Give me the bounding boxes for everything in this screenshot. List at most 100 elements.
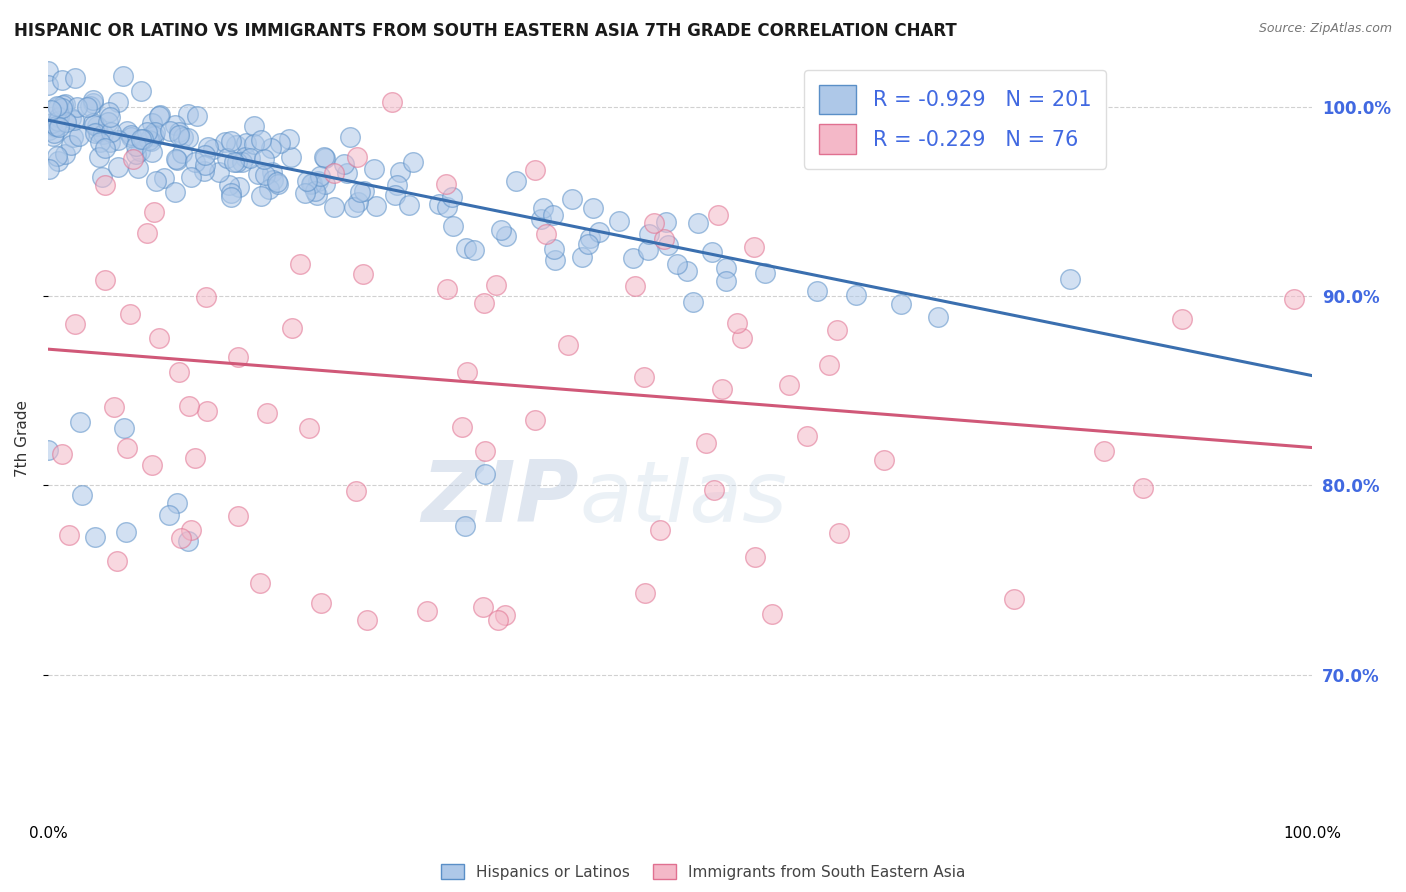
Point xyxy=(484,278,506,293)
Point xyxy=(534,227,557,241)
Point xyxy=(336,166,359,180)
Point xyxy=(153,171,176,186)
Point xyxy=(84,126,107,140)
Point xyxy=(471,599,494,614)
Point xyxy=(41,115,63,129)
Point xyxy=(44,120,66,134)
Point xyxy=(353,184,375,198)
Point xyxy=(474,467,496,481)
Point xyxy=(250,133,273,147)
Point xyxy=(657,237,679,252)
Point xyxy=(474,444,496,458)
Point xyxy=(560,192,582,206)
Point xyxy=(48,110,70,124)
Point xyxy=(46,148,69,162)
Point xyxy=(253,168,276,182)
Point xyxy=(557,338,579,352)
Point xyxy=(94,141,117,155)
Point xyxy=(228,180,250,194)
Point xyxy=(281,320,304,334)
Point xyxy=(177,399,200,413)
Point xyxy=(107,132,129,146)
Point xyxy=(87,150,110,164)
Point xyxy=(129,132,152,146)
Point xyxy=(352,267,374,281)
Point xyxy=(45,119,67,133)
Point xyxy=(299,177,322,191)
Point xyxy=(301,177,323,191)
Point xyxy=(170,532,193,546)
Point xyxy=(257,182,280,196)
Point xyxy=(221,190,243,204)
Point xyxy=(242,136,264,151)
Point xyxy=(184,154,207,169)
Point xyxy=(309,169,332,184)
Point xyxy=(1002,592,1025,607)
Point xyxy=(311,597,333,611)
Point xyxy=(76,100,98,114)
Point xyxy=(167,128,190,143)
Point xyxy=(262,172,284,186)
Point xyxy=(166,153,188,167)
Point xyxy=(228,508,250,523)
Point xyxy=(84,530,107,544)
Point xyxy=(37,64,59,78)
Point xyxy=(37,443,59,458)
Point xyxy=(127,161,149,176)
Point xyxy=(817,358,839,372)
Point xyxy=(845,288,868,302)
Point xyxy=(180,523,202,537)
Point xyxy=(86,120,108,134)
Point xyxy=(295,174,318,188)
Point xyxy=(247,167,270,181)
Point xyxy=(65,71,87,86)
Point xyxy=(260,165,283,179)
Point xyxy=(665,257,688,271)
Point xyxy=(87,125,110,139)
Point xyxy=(873,452,896,467)
Point xyxy=(588,225,610,239)
Point xyxy=(46,100,69,114)
Point xyxy=(339,130,361,145)
Point xyxy=(53,146,76,161)
Point xyxy=(441,219,464,233)
Point xyxy=(655,215,678,229)
Point xyxy=(294,186,316,201)
Point xyxy=(98,110,121,124)
Point xyxy=(634,585,657,599)
Point xyxy=(46,99,69,113)
Point xyxy=(441,189,464,203)
Point xyxy=(346,194,368,209)
Point xyxy=(142,129,165,144)
Point xyxy=(344,484,367,499)
Point xyxy=(226,154,249,169)
Point xyxy=(226,350,249,364)
Point xyxy=(105,554,128,568)
Point xyxy=(94,178,117,193)
Point xyxy=(115,442,138,456)
Point xyxy=(648,523,671,537)
Point xyxy=(711,382,734,396)
Point xyxy=(356,613,378,627)
Point xyxy=(456,241,478,255)
Point xyxy=(637,227,659,242)
Point xyxy=(231,155,253,169)
Point xyxy=(194,158,217,172)
Point xyxy=(322,200,344,214)
Point xyxy=(505,174,527,188)
Point xyxy=(523,413,546,427)
Point xyxy=(69,129,91,144)
Point xyxy=(48,120,70,134)
Point xyxy=(51,447,73,461)
Point xyxy=(91,169,114,184)
Point xyxy=(149,108,172,122)
Point xyxy=(37,78,59,92)
Point xyxy=(111,70,134,84)
Point xyxy=(138,133,160,147)
Point xyxy=(69,415,91,429)
Point xyxy=(269,136,291,150)
Point xyxy=(486,614,509,628)
Point xyxy=(1092,444,1115,458)
Point xyxy=(633,370,655,384)
Point xyxy=(186,109,208,123)
